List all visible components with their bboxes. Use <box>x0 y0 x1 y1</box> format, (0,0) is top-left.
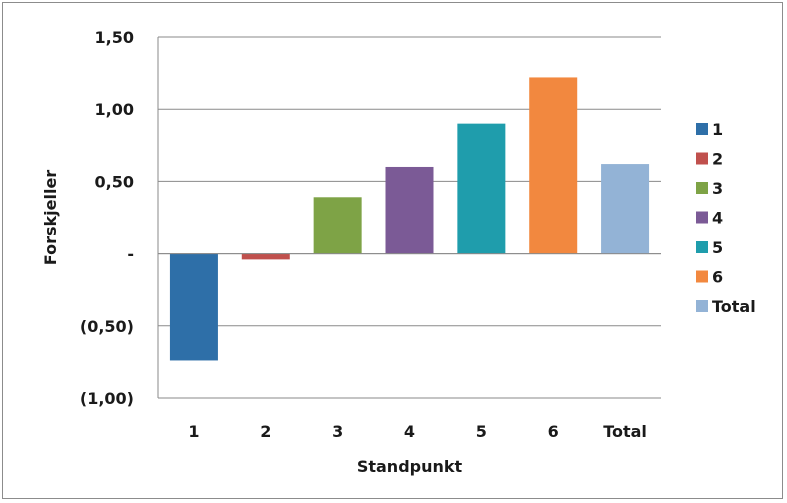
x-tick-label: 2 <box>260 422 271 441</box>
legend-label: 5 <box>712 238 723 257</box>
x-tick-label: 5 <box>476 422 487 441</box>
x-tick-label: 4 <box>404 422 415 441</box>
bar-4 <box>385 166 434 254</box>
x-tick-label: 1 <box>188 422 199 441</box>
y-tick-label: 0,50 <box>95 172 134 191</box>
bar-3 <box>313 197 362 254</box>
bar-5 <box>457 123 506 254</box>
y-axis-title: Forskjeller <box>41 170 60 265</box>
y-tick-label: (0,50) <box>80 317 134 336</box>
legend-swatch <box>696 152 708 165</box>
legend-label: Total <box>712 297 756 316</box>
legend-label: 4 <box>712 209 723 228</box>
legend-swatch <box>696 300 708 312</box>
y-tick-label: 1,00 <box>95 100 134 119</box>
x-tick-label: Total <box>603 422 647 441</box>
x-tick-label: 6 <box>548 422 559 441</box>
legend-label: 2 <box>712 150 723 169</box>
bar-total <box>601 164 650 254</box>
y-tick-label: (1,00) <box>80 389 134 408</box>
bar-2 <box>241 253 290 260</box>
bars <box>158 77 661 361</box>
x-axis-title: Standpunkt <box>357 457 463 476</box>
legend-swatch <box>696 270 708 283</box>
legend-swatch <box>696 182 708 194</box>
legend-swatch <box>696 123 708 135</box>
legend-swatch <box>696 211 708 224</box>
legend-swatch <box>696 241 708 253</box>
x-tick-label: 3 <box>332 422 343 441</box>
y-tick-label: - <box>127 245 134 264</box>
legend-label: 1 <box>712 120 723 139</box>
y-tick-label: 1,50 <box>95 28 134 47</box>
legend-label: 6 <box>712 268 723 287</box>
y-axis-ticks: 1,50 1,00 0,50 - (0,50) (1,00) <box>80 28 134 408</box>
x-axis-ticks: 1 2 3 4 5 6 Total <box>188 422 647 441</box>
bar-1 <box>169 253 218 361</box>
legend: 1 2 3 4 5 6 Total <box>696 120 756 316</box>
bar-6 <box>529 77 578 254</box>
legend-label: 3 <box>712 179 723 198</box>
